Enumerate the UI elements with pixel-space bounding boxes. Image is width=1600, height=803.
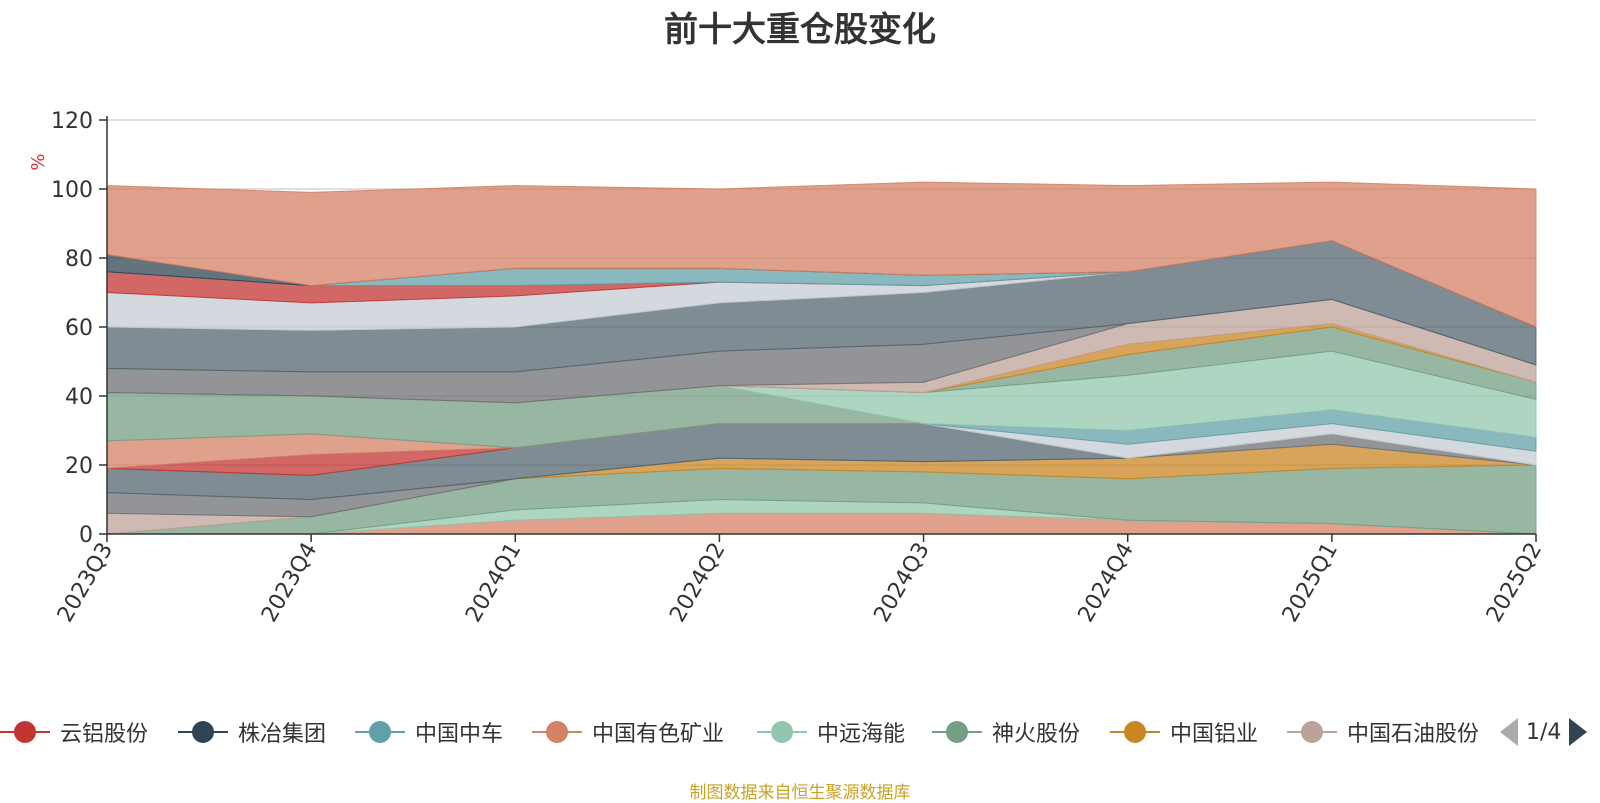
legend-label: 中国有色矿业	[592, 722, 725, 747]
x-tick-label-4: 2024Q3	[869, 539, 934, 627]
legend-marker-icon	[532, 715, 582, 749]
legend-item-4[interactable]: 中远海能	[757, 715, 905, 749]
x-tick-label-7: 2025Q2	[1482, 539, 1547, 627]
y-tick-label-0: 0	[79, 523, 93, 548]
legend-marker-icon	[757, 715, 807, 749]
legend-item-6[interactable]: 中国铝业	[1110, 715, 1258, 749]
y-tick-label-6: 120	[51, 109, 93, 134]
y-tick-label-3: 60	[65, 316, 93, 341]
area-series-group	[106, 181, 1537, 535]
legend-label: 中国中车	[415, 722, 504, 747]
legend-marker-icon	[1287, 715, 1337, 749]
legend-item-1[interactable]: 株冶集团	[178, 715, 326, 749]
legend-label: 云铝股份	[60, 722, 149, 747]
legend-marker-icon	[1110, 715, 1160, 749]
legend-label: 中远海能	[817, 722, 906, 747]
legend-marker-icon	[932, 715, 982, 749]
x-tick-label-0: 2023Q3	[53, 539, 118, 627]
legend-next-arrow-icon[interactable]	[1569, 718, 1588, 746]
legend-marker-icon	[355, 715, 405, 749]
y-axis-label: %	[28, 153, 49, 170]
y-tick-label-5: 100	[51, 178, 93, 203]
x-tick-label-5: 2024Q4	[1074, 539, 1139, 627]
legend-marker-icon	[0, 715, 50, 749]
x-tick-label-6: 2025Q1	[1278, 539, 1343, 627]
legend-label: 中国石油股份	[1347, 722, 1479, 747]
legend-pager: 1/4	[1500, 715, 1588, 749]
chart-title: 前十大重仓股变化	[664, 10, 936, 50]
legend-label: 神火股份	[992, 722, 1081, 747]
legend-page-indicator: 1/4	[1526, 719, 1562, 745]
legend-label: 中国铝业	[1170, 722, 1259, 747]
legend-label: 株冶集团	[238, 722, 327, 747]
legend-item-3[interactable]: 中国有色矿业	[532, 715, 724, 749]
x-tick-label-2: 2024Q1	[461, 539, 526, 627]
x-tick-label-3: 2024Q2	[665, 539, 730, 627]
legend-item-5[interactable]: 神火股份	[932, 715, 1080, 749]
y-tick-label-4: 80	[65, 247, 93, 272]
y-tick-label-2: 40	[65, 385, 93, 410]
legend-prev-arrow-icon[interactable]	[1500, 718, 1518, 746]
y-tick-label-1: 20	[65, 454, 93, 479]
legend: 云铝股份 株冶集团 中国中车 中国有色矿业 中远海能 神火股份 中国铝业 中国石油股份	[0, 715, 1600, 749]
chart-plot: 0 20 40 60 80 100 120 2023Q3 2023Q4 2024Q1 2024Q2 2…	[28, 109, 1547, 627]
legend-item-2[interactable]: 中国中车	[355, 715, 503, 749]
legend-item-0[interactable]: 云铝股份	[0, 715, 148, 749]
data-source-note: 制图数据来自恒生聚源数据库	[689, 783, 911, 803]
x-tick-label-1: 2023Q4	[257, 539, 322, 627]
area-series-22[interactable]	[106, 181, 1537, 328]
legend-item-7[interactable]: 中国石油股份	[1287, 715, 1479, 749]
legend-marker-icon	[178, 715, 228, 749]
